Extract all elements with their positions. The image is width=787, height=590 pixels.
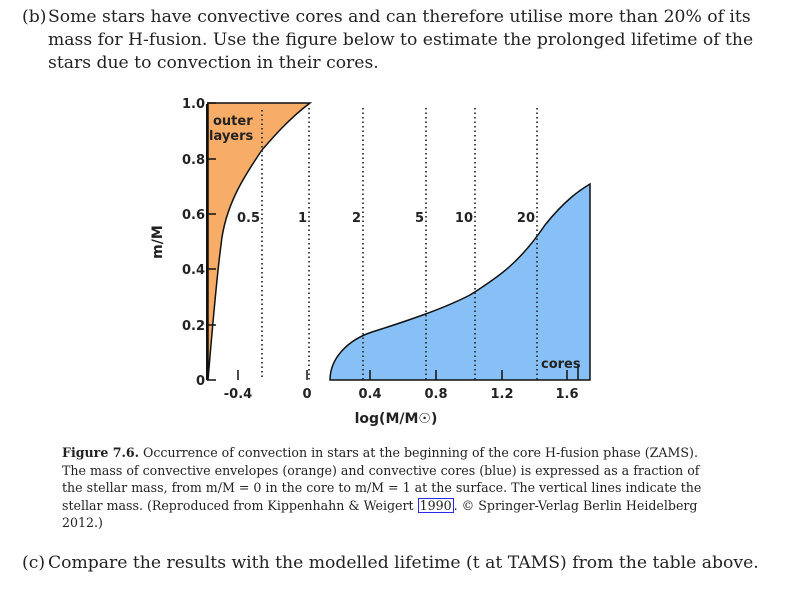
y-tick-label: 0	[196, 374, 205, 389]
question-part-b: (b) Some stars have convective cores and…	[22, 6, 782, 75]
caption-text: Occurrence of convection in stars at the…	[62, 445, 702, 513]
x-tick-label: -0.4	[224, 387, 252, 402]
y-tick-label: 0.8	[182, 153, 205, 168]
question-part-c: (c) Compare the results with the modelle…	[22, 552, 782, 575]
y-tick-label: 1.0	[182, 97, 205, 112]
citation-link[interactable]: 1990	[417, 497, 454, 513]
x-tick-label: 0	[302, 387, 311, 402]
y-tick-label: 0.6	[182, 208, 205, 223]
y-tick-label: 0.4	[182, 263, 205, 278]
figure-caption: Figure 7.6. Occurrence of convection in …	[62, 444, 702, 532]
mass-label: 1	[298, 211, 307, 226]
caption-label: Figure 7.6.	[62, 445, 140, 460]
x-tick-label: 1.2	[490, 387, 513, 402]
y-axis-label: m/M	[150, 225, 166, 259]
x-tick-label: 1.6	[555, 387, 578, 402]
convection-figure: 1.0 0.8 0.6 0.4 0.2 0 -0.4 0 0.4 0.8 1.2…	[150, 97, 591, 427]
mass-label: 2	[352, 211, 361, 226]
cores-label: cores	[541, 357, 581, 372]
y-tick-label: 0.2	[182, 319, 205, 334]
core-region	[329, 182, 591, 381]
part-c-label: (c)	[22, 553, 46, 573]
mass-lines	[261, 108, 538, 380]
mass-label: 5	[415, 211, 424, 226]
mass-label: 10	[455, 211, 473, 226]
caption-text-end: . © Springer-Verlag Berlin Heidelberg 20…	[62, 497, 698, 531]
outer-layers-label: outer	[213, 114, 253, 129]
outer-envelope-region	[207, 102, 313, 381]
part-c-text: Compare the results with the modelled li…	[48, 553, 759, 573]
x-ticks	[237, 364, 579, 380]
part-b-text: Some stars have convective cores and can…	[48, 7, 754, 73]
y-ticks	[207, 102, 216, 381]
mass-label: 0.5	[237, 211, 260, 226]
x-axis-label: log(M/M☉)	[355, 411, 438, 427]
outer-layers-label: layers	[209, 129, 254, 144]
mass-label: 20	[517, 211, 535, 226]
x-tick-label: 0.8	[424, 387, 447, 402]
part-b-label: (b)	[22, 7, 47, 27]
x-tick-label: 0.4	[358, 387, 381, 402]
